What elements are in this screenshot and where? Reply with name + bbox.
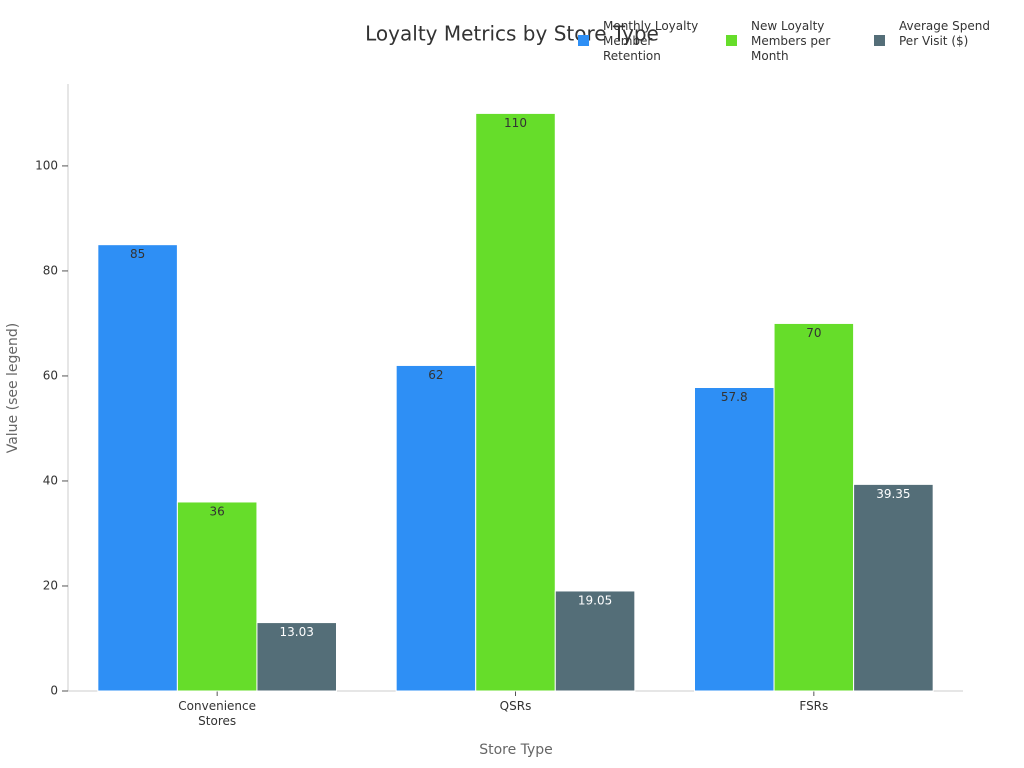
- bar: [256, 622, 338, 692]
- x-tick-label-box: FSRs: [799, 699, 829, 713]
- y-tick-label: 60: [43, 368, 58, 382]
- value-label: 85: [130, 247, 145, 261]
- bar: [694, 387, 775, 692]
- legend-swatch: [874, 35, 885, 46]
- legend-label: New Loyalty Members per Month: [751, 19, 831, 63]
- x-tick-label: Convenience Stores: [178, 699, 257, 728]
- value-label: 62: [428, 368, 443, 382]
- value-label: 70: [806, 326, 821, 340]
- legend-label: Monthly Loyalty Member Retention: [603, 19, 699, 63]
- y-tick-label: 80: [43, 263, 58, 277]
- x-tick-label-box: Convenience Stores: [178, 699, 257, 728]
- y-tick-label: 100: [35, 158, 58, 172]
- bar: [97, 244, 178, 692]
- bar: [475, 112, 556, 692]
- x-axis-label: Store Type: [479, 742, 553, 758]
- bar: [554, 590, 636, 692]
- legend-item: Monthly Loyalty Member Retention: [578, 19, 708, 64]
- value-label: 36: [210, 504, 225, 518]
- legend-label: Average Spend Per Visit ($): [899, 19, 990, 48]
- x-tick-label-box: QSRs: [499, 699, 532, 713]
- value-label: 39.35: [876, 487, 910, 501]
- legend-swatch: [726, 35, 737, 46]
- legend-swatch: [578, 35, 589, 46]
- bar: [773, 322, 855, 692]
- legend-item: New Loyalty Members per Month: [726, 19, 856, 64]
- bar: [853, 483, 934, 692]
- value-label: 13.03: [280, 625, 314, 639]
- legend-item: Average Spend Per Visit ($): [874, 19, 1004, 64]
- bar: [176, 501, 258, 692]
- chart-title: Loyalty Metrics by Store Type: [365, 22, 659, 46]
- y-tick-label: 40: [43, 473, 58, 487]
- y-tick-label: 0: [50, 684, 58, 698]
- value-label: 110: [504, 116, 527, 130]
- value-label: 19.05: [578, 593, 612, 607]
- x-tick-label: FSRs: [799, 699, 829, 713]
- y-axis-label: Value (see legend): [5, 323, 21, 454]
- value-label: 57.8: [721, 390, 748, 404]
- legend: Monthly Loyalty Member Retention New Loya…: [578, 19, 1004, 64]
- bar: [395, 364, 477, 692]
- y-tick-label: 20: [43, 578, 58, 592]
- x-tick-label: QSRs: [499, 699, 532, 713]
